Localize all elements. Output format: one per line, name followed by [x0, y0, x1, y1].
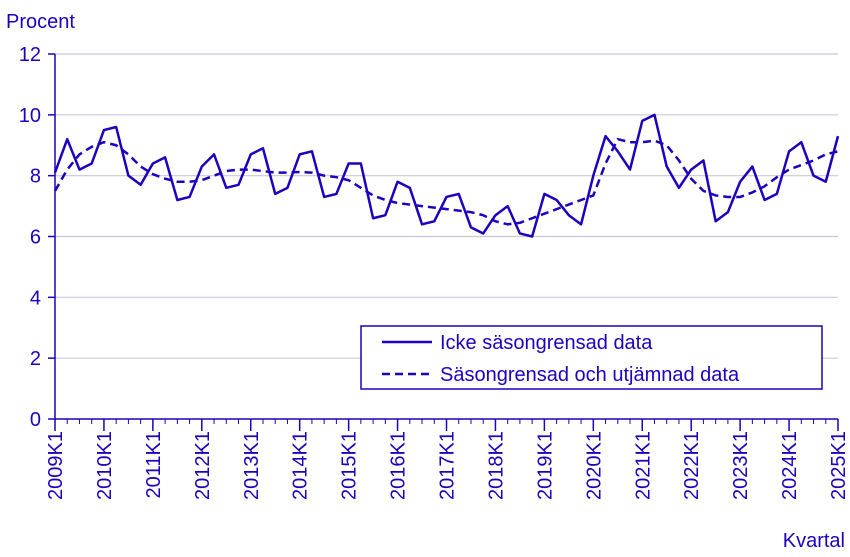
data-point-s1-17	[261, 170, 264, 173]
x-tick-label-2021K1: 2021K1	[632, 431, 654, 500]
legend-label-icke: Icke säsongrensad data	[440, 332, 653, 354]
gridlines	[55, 53, 838, 359]
axes: 0 2 4 6 8 10 12 2009K1 2010K1 2011K1 2012K1 2013K1 2…	[19, 44, 850, 500]
y-tick-label-2: 2	[30, 348, 41, 370]
x-axis-title: Kvartal	[783, 530, 845, 552]
data-point-s1-49	[653, 139, 656, 142]
y-tick-label-12: 12	[19, 44, 41, 66]
y-tick-label-0: 0	[30, 409, 41, 431]
x-tick-label-2014K1: 2014K1	[290, 431, 312, 500]
x-tick-label-2009K1: 2009K1	[45, 431, 67, 500]
x-tick-label-2016K1: 2016K1	[388, 431, 410, 500]
x-tick-label-2018K1: 2018K1	[485, 431, 507, 500]
legend-box	[360, 325, 823, 390]
series-layer	[53, 113, 840, 238]
legend-label-sasongrensad: Säsongrensad och utjämnad data	[440, 364, 740, 386]
x-tick-label-2023K1: 2023K1	[730, 431, 752, 500]
x-tick-label-2011K1: 2011K1	[143, 431, 165, 498]
data-point-s1-18	[274, 171, 277, 174]
x-tick-label-2020K1: 2020K1	[583, 431, 605, 500]
data-point-s1-15	[237, 168, 240, 171]
y-tick-label-4: 4	[30, 287, 41, 309]
x-tick-label-2025K1: 2025K1	[828, 431, 850, 500]
x-tick-label-2013K1: 2013K1	[241, 431, 263, 500]
data-point-s1-16	[249, 168, 252, 171]
y-tick-label-8: 8	[30, 166, 41, 188]
series-line-sasongrensad	[53, 137, 839, 226]
x-tick-label-2017K1: 2017K1	[437, 431, 459, 500]
x-tick-label-2019K1: 2019K1	[534, 431, 556, 500]
legend: Icke säsongrensad data Säsongrensad och …	[360, 325, 823, 390]
x-tick-label-2012K1: 2012K1	[192, 431, 214, 500]
x-tick-label-2024K1: 2024K1	[779, 431, 801, 500]
y-tick-label-6: 6	[30, 227, 41, 249]
y-tick-label-10: 10	[19, 105, 41, 127]
x-tick-label-2015K1: 2015K1	[339, 431, 361, 500]
y-axis-title: Procent	[6, 11, 75, 33]
x-tick-label-2010K1: 2010K1	[94, 431, 116, 500]
x-tick-label-2022K1: 2022K1	[681, 431, 703, 500]
series-line-icke-sasongrensad	[53, 113, 840, 238]
